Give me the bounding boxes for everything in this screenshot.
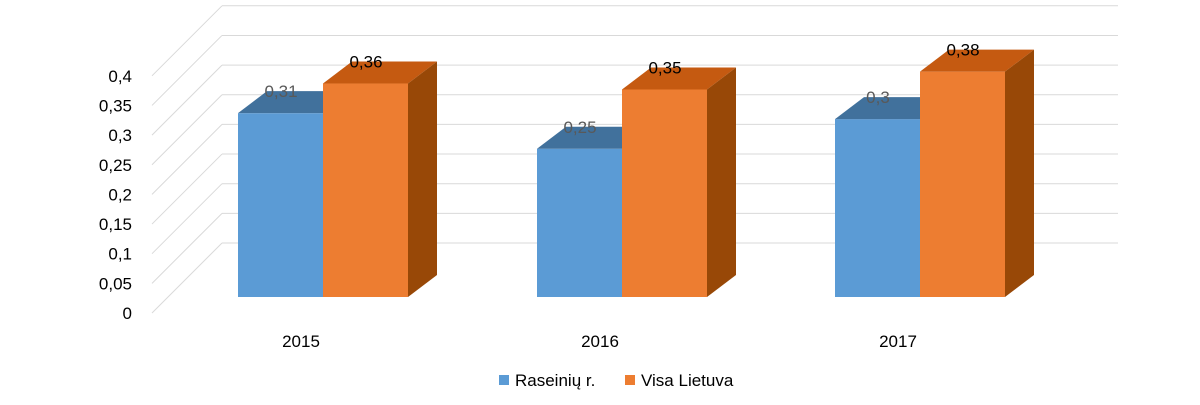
y-axis-tick-labels: 0 0,05 0,1 0,15 0,2 0,25 0,3 0,35 0,4 (99, 67, 132, 323)
y-tick-label: 0,05 (99, 274, 132, 293)
data-label-visa-lietuva: 0,35 (648, 58, 681, 77)
y-tick-label: 0,35 (99, 96, 132, 115)
y-tick-label: 0,15 (99, 215, 132, 234)
data-label-visa-lietuva: 0,38 (946, 41, 979, 60)
y-tick-label: 0,2 (108, 185, 132, 204)
data-labels: 0,31 0,36 0,25 0,35 0,3 0,38 (264, 41, 979, 137)
x-category-label: 2015 (282, 332, 320, 351)
bar-raseiniai (835, 97, 949, 297)
y-tick-label: 0 (123, 304, 132, 323)
legend-label-visa-lietuva: Visa Lietuva (641, 371, 734, 390)
data-label-visa-lietuva: 0,36 (349, 53, 382, 72)
bar-visa-lietuva (622, 67, 736, 297)
x-category-label: 2017 (879, 332, 917, 351)
legend-swatch-raseiniai (499, 375, 509, 385)
data-label-raseiniai: 0,25 (563, 118, 596, 137)
x-axis-category-labels: 2015 2016 2017 (282, 332, 917, 351)
data-label-raseiniai: 0,31 (264, 82, 297, 101)
bars (238, 49, 1034, 298)
gridline (151, 5, 1118, 77)
y-tick-label: 0,25 (99, 156, 132, 175)
x-category-label: 2016 (581, 332, 619, 351)
y-tick-label: 0,3 (108, 126, 132, 145)
data-label-raseiniai: 0,3 (866, 88, 890, 107)
bar-visa-lietuva (323, 61, 437, 298)
bar-visa-lietuva (920, 49, 1034, 297)
legend-label-raseiniai: Raseinių r. (515, 371, 595, 390)
legend-swatch-visa-lietuva (625, 375, 635, 385)
y-tick-label: 0,4 (108, 67, 132, 86)
y-tick-label: 0,1 (108, 245, 132, 264)
legend: Raseinių r. Visa Lietuva (499, 371, 734, 390)
gridline (151, 34, 1118, 106)
